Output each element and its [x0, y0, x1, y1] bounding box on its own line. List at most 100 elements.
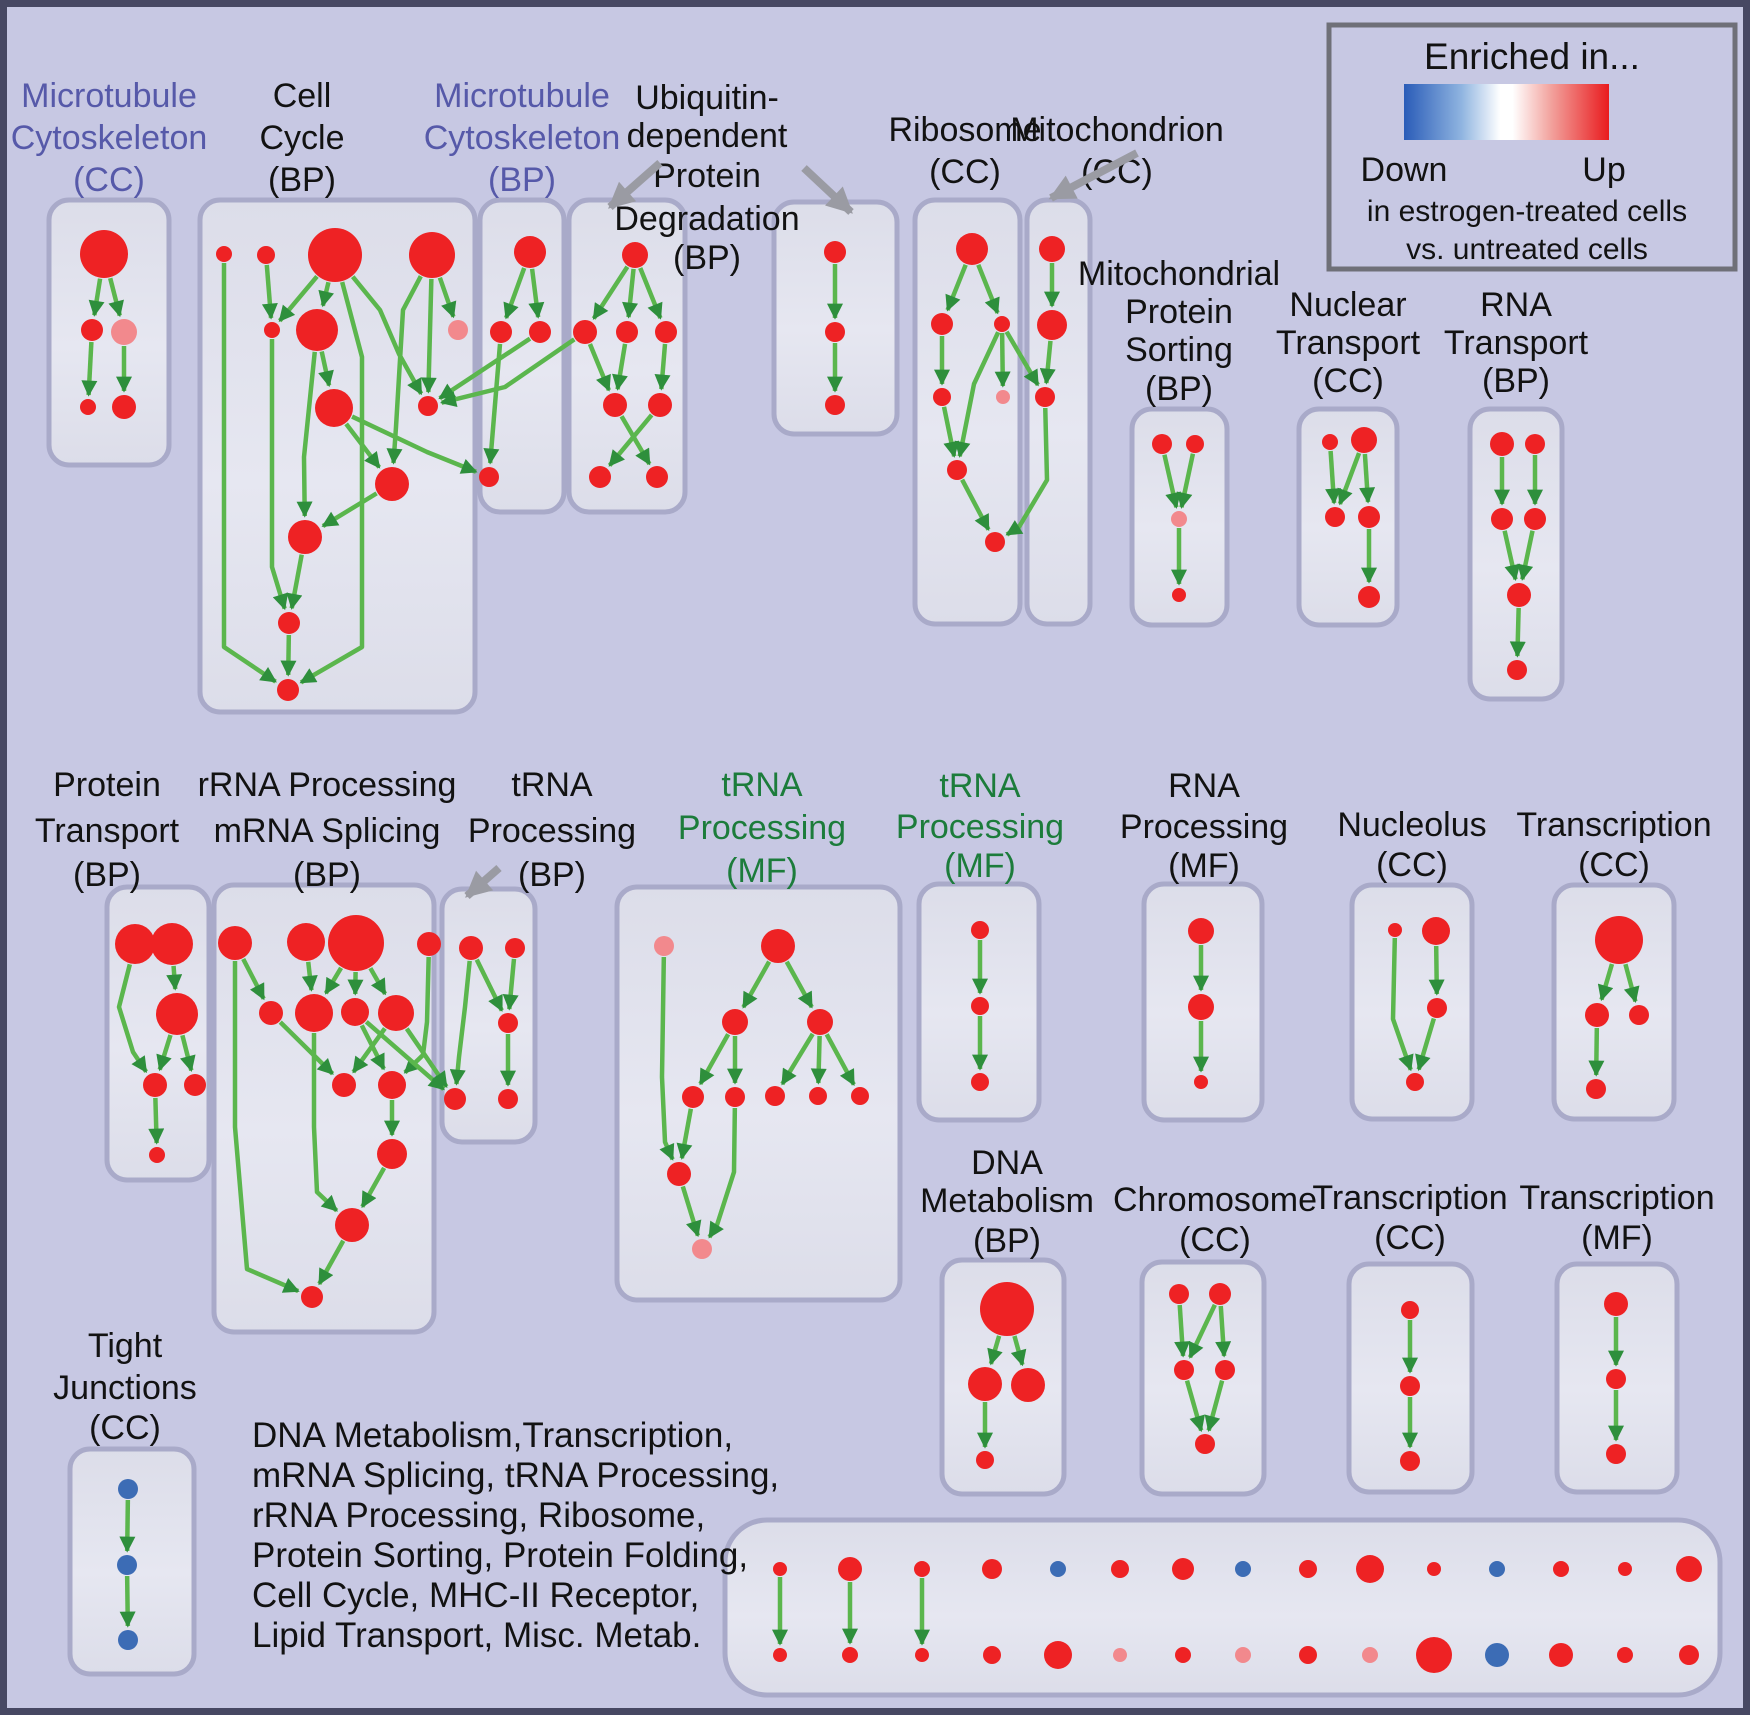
nuclear-transport-cc-node-0 [1322, 434, 1338, 450]
microtubule-cytoskeleton-bp-node-3 [479, 467, 499, 487]
summary-text-line-2: rRNA Processing, Ribosome, [252, 1496, 705, 1535]
trna-processing-mf-large-edge [680, 1185, 702, 1238]
mitochondrion-cc-label: Mitochondrion [1010, 111, 1224, 149]
rna-transport-bp-label: Transport [1444, 324, 1589, 362]
cell-cycle-bp-node-0 [216, 246, 232, 262]
rna-transport-bp-node-1 [1525, 434, 1545, 454]
cell-cycle-bp-edge [437, 276, 457, 319]
trna-processing-mf-large-node-8 [851, 1087, 869, 1105]
summary-pair-3-bottom-node [983, 1646, 1001, 1664]
cell-cycle-bp-node-3 [409, 232, 455, 278]
figure-canvas: Microtubule Cytoskeleton (CC) Cell Cycle (BP)… [11, 22, 1738, 1698]
mitochondrion-cc-node-0 [1039, 236, 1065, 262]
summary-pair-5-bottom-node [1113, 1648, 1127, 1662]
rrna-processing-mrna-splicing-bp-label: rRNA Processing [198, 766, 457, 804]
cell-cycle-bp-node-6 [448, 320, 468, 340]
trna-processing-mf-large-edge [824, 1033, 856, 1086]
dna-metabolism-bp-box [939, 1257, 1067, 1497]
transcription-cc-row2-box [1551, 882, 1677, 1122]
transcription-mf-label: (MF) [1581, 1219, 1653, 1257]
summary-pair-14-top-node [1676, 1556, 1702, 1582]
summary-pair-2-bottom-node [915, 1648, 929, 1662]
cross-edge [1005, 407, 1050, 537]
summary-pair-0-top-node [773, 1562, 787, 1576]
chromosome-cc-node-1 [1209, 1283, 1231, 1305]
rrna-processing-mrna-splicing-bp-node-0 [218, 926, 252, 960]
transcription-cc-row3-label: Transcription [1312, 1179, 1507, 1217]
chromosome-cc-node-4 [1195, 1434, 1215, 1454]
chromosome-cc-edge [1204, 1380, 1225, 1433]
protein-transport-bp-label: (BP) [73, 856, 141, 894]
rrna-processing-mrna-splicing-bp-edge [359, 1024, 386, 1071]
ubiquitin-degradation-bp-2-node-0 [824, 241, 846, 263]
chromosome-cc-box [1139, 1259, 1267, 1497]
trna-processing-mf-small-label: tRNA [939, 767, 1021, 805]
chromosome-cc-node-3 [1215, 1360, 1235, 1380]
chromosome-cc-label: (CC) [1179, 1221, 1251, 1259]
microtubule-cytoskeleton-bp-node-0 [514, 236, 546, 268]
rrna-processing-mrna-splicing-bp-node-7 [378, 995, 414, 1031]
ribosome-cc-label: Ribosome [888, 111, 1041, 149]
rrna-processing-mrna-splicing-bp-edge [368, 967, 388, 996]
rna-transport-bp-node-5 [1507, 660, 1527, 680]
tight-junctions-cc-node-1 [117, 1555, 137, 1575]
trna-processing-mf-large-edge [707, 1107, 738, 1239]
transcription-mf-node-0 [1604, 1292, 1628, 1316]
trna-processing-bp-label: Processing [468, 812, 636, 850]
cell-cycle-bp-edge [350, 275, 424, 396]
tight-junctions-cc-label: Tight [88, 1327, 163, 1365]
rna-transport-bp-edge [1509, 607, 1526, 658]
chromosome-cc-node-0 [1169, 1284, 1189, 1304]
trna-processing-mf-small-node-0 [971, 921, 989, 939]
trna-processing-bp-node-2 [498, 1013, 518, 1033]
rna-transport-bp-label: (BP) [1482, 362, 1550, 400]
rna-processing-mf-node-0 [1188, 918, 1214, 944]
mitochondrion-cc-box [1024, 197, 1093, 627]
misc-summary-box [722, 1517, 1723, 1698]
transcription-cc-row3-node-1 [1400, 1376, 1420, 1396]
protein-transport-bp-edge [180, 1034, 196, 1073]
trna-processing-mf-large-node-6 [765, 1086, 785, 1106]
rrna-processing-mrna-splicing-bp-edge [232, 961, 300, 1294]
mitochondrial-protein-sorting-bp-node-1 [1186, 435, 1204, 453]
transcription-cc-row2-node-2 [1629, 1005, 1649, 1025]
cell-cycle-bp-node-10 [288, 520, 322, 554]
rrna-processing-mrna-splicing-bp-label: (BP) [293, 856, 361, 894]
rna-transport-bp-box [1467, 406, 1565, 702]
dna-metabolism-bp-node-0 [980, 1282, 1034, 1336]
rrna-processing-mrna-splicing-bp-node-11 [335, 1208, 369, 1242]
trna-processing-mf-large-node-9 [667, 1162, 691, 1186]
trna-processing-bp-edge [474, 958, 504, 1012]
rna-processing-mf-label: RNA [1168, 767, 1240, 805]
trna-processing-mf-large-label: (MF) [726, 852, 798, 890]
mitochondrial-protein-sorting-bp-node-0 [1152, 434, 1172, 454]
microtubule-cytoskeleton-cc-node-2 [111, 319, 137, 345]
protein-transport-bp-node-2 [156, 993, 198, 1035]
summary-pair-4-top-node [1050, 1561, 1066, 1577]
cross-edge [351, 414, 478, 474]
ubiquitin-degradation-bp-edge [622, 268, 638, 319]
protein-transport-bp-edge [148, 1097, 165, 1145]
ubiquitin-degradation-bp-edge [654, 343, 671, 391]
ribosome-cc-edge [976, 263, 1000, 315]
microtubule-cytoskeleton-bp-label: Cytoskeleton [424, 119, 621, 157]
cell-cycle-bp-label: (BP) [268, 161, 336, 199]
trna-processing-mf-small-node-1 [971, 997, 989, 1015]
trna-processing-mf-large-node-1 [761, 929, 795, 963]
summary-text-line-4: Cell Cycle, MHC-II Receptor, [252, 1576, 699, 1615]
rrna-processing-mrna-splicing-bp-edge [323, 966, 344, 995]
rrna-processing-mrna-splicing-bp-node-2 [328, 915, 384, 971]
rna-processing-mf-node-2 [1194, 1075, 1208, 1089]
mitochondrial-protein-sorting-bp-edge [1176, 453, 1196, 509]
rrna-processing-mrna-splicing-bp-node-12 [301, 1286, 323, 1308]
nucleolus-cc-edge [1428, 945, 1445, 996]
ubiquitin-degradation-bp-label: Ubiquitin- [635, 79, 779, 117]
legend-subtitle-2: vs. untreated cells [1406, 233, 1648, 266]
trna-processing-mf-large-node-0 [654, 936, 674, 956]
cell-cycle-bp-edge [296, 351, 317, 518]
cell-cycle-bp-edge [221, 263, 277, 684]
nucleolus-cc-node-0 [1388, 923, 1402, 937]
microtubule-cytoskeleton-cc-edge [88, 278, 105, 317]
microtubule-cytoskeleton-bp-label: Microtubule [434, 77, 610, 115]
